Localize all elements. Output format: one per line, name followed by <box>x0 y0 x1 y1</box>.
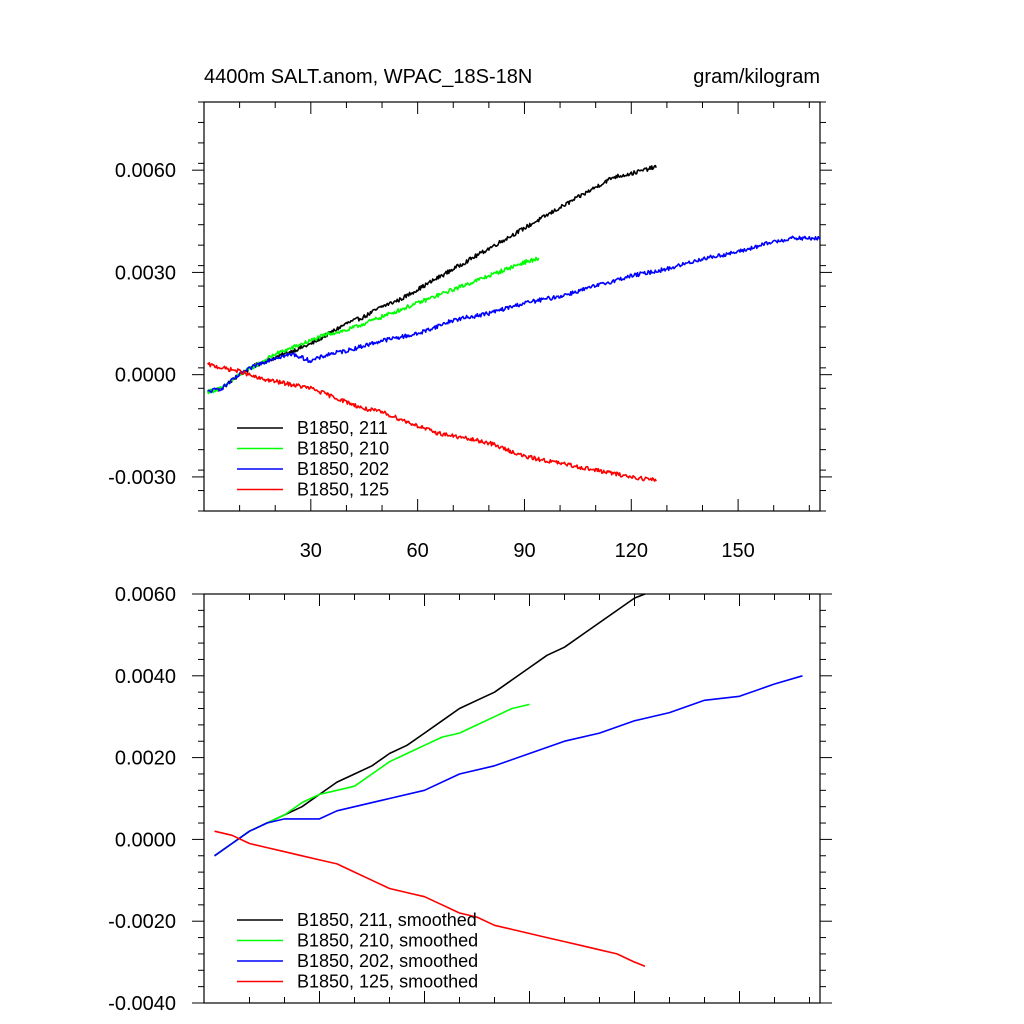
top-x-tick-label: 90 <box>513 540 535 562</box>
bottom-plot-frame <box>203 593 821 1004</box>
bottom-series-line-4 <box>214 830 646 967</box>
top-plot-ticks: 30 60 90 120 150 -0.0030 0.0000 0.0030 0.0060 <box>108 101 832 562</box>
bottom-legend-label-3: B1850, 202, smoothed <box>297 951 478 971</box>
top-y-tick-label: 0.0000 <box>115 365 176 387</box>
bottom-legend-label-4: B1850, 125, smoothed <box>297 972 478 992</box>
top-y-tick-label: -0.0030 <box>108 467 176 489</box>
bottom-y-tick-label: 0.0020 <box>115 748 176 770</box>
bottom-y-tick-label: -0.0020 <box>108 911 176 933</box>
top-x-tick-label: 120 <box>615 540 648 562</box>
bottom-legend-label-2: B1850, 210, smoothed <box>297 931 478 951</box>
bottom-y-tick-label: 0.0060 <box>115 584 176 606</box>
top-series-line-2 <box>206 256 540 395</box>
top-x-tick-label: 30 <box>300 540 322 562</box>
bottom-y-tick-label: -0.0040 <box>108 993 176 1015</box>
top-x-tick-label: 150 <box>721 540 754 562</box>
top-legend-label-2: B1850, 210 <box>297 439 389 459</box>
top-x-tick-label: 60 <box>407 540 429 562</box>
top-series-line-3 <box>207 235 821 394</box>
top-legend-label-4: B1850, 125 <box>297 480 389 500</box>
top-y-tick-label: 0.0030 <box>115 262 176 284</box>
top-legend-label-3: B1850, 202 <box>297 459 389 479</box>
bottom-y-tick-label: 0.0040 <box>115 666 176 688</box>
bottom-plot-series <box>214 593 803 967</box>
top-legend-label-1: B1850, 211 <box>297 418 388 438</box>
top-plot-units: gram/kilogram <box>693 66 820 88</box>
top-plot-title: 4400m SALT.anom, WPAC_18S-18N <box>204 66 532 88</box>
bottom-series-line-3 <box>214 675 803 857</box>
top-plot-series <box>206 164 821 482</box>
bottom-y-tick-label: 0.0000 <box>115 829 176 851</box>
bottom-legend-label-1: B1850, 211, smoothed <box>297 910 477 930</box>
bottom-plot-ticks: -0.0040 -0.0020 0.0000 0.0020 0.0040 0.0060 <box>108 584 832 1015</box>
top-series-line-1 <box>206 164 657 394</box>
top-y-tick-label: 0.0060 <box>115 160 176 182</box>
top-series-line-4 <box>206 362 657 482</box>
